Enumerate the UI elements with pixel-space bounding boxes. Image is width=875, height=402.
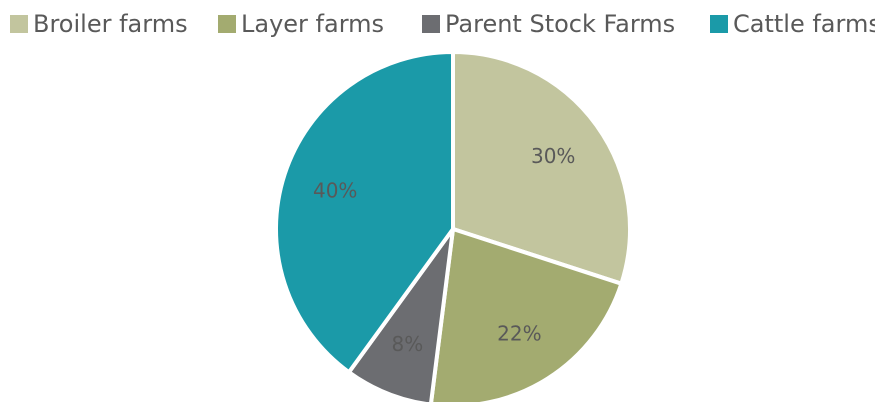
legend-item-cattle-farms: Cattle farms (710, 10, 875, 38)
legend-swatch-layer-farms (218, 15, 236, 33)
slice-label-layer-farms: 22% (497, 322, 541, 346)
legend-swatch-cattle-farms (710, 15, 728, 33)
legend-label-layer-farms: Layer farms (241, 10, 384, 38)
slice-broiler-farms (451, 50, 632, 286)
legend-label-cattle-farms: Cattle farms (733, 10, 875, 38)
legend: Broiler farms Layer farms Parent Stock Far… (10, 10, 875, 38)
legend-label-parent-stock-farms: Parent Stock Farms (445, 10, 675, 38)
pie-slices (274, 50, 632, 402)
slice-label-cattle-farms: 40% (313, 179, 357, 203)
legend-swatch-broiler-farms (10, 15, 28, 33)
legend-item-layer-farms: Layer farms (218, 10, 384, 38)
slice-cattle-farms (274, 50, 455, 375)
legend-item-parent-stock-farms: Parent Stock Farms (422, 10, 675, 38)
legend-swatch-parent-stock-farms (422, 15, 440, 33)
legend-item-broiler-farms: Broiler farms (10, 10, 188, 38)
legend-label-broiler-farms: Broiler farms (33, 10, 188, 38)
slice-layer-farms (429, 227, 624, 402)
slice-label-parent-stock-farms: 8% (392, 332, 424, 356)
slice-label-broiler-farms: 30% (531, 144, 575, 168)
slice-labels: 30% 22% 8% 40% (313, 144, 575, 356)
